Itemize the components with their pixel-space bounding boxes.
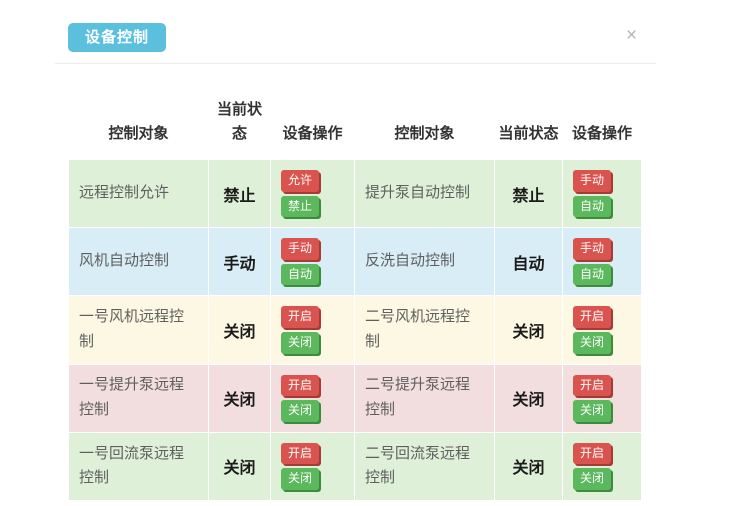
action-button-red[interactable]: 开启 — [573, 374, 612, 397]
control-object-label: 反洗自动控制 — [354, 227, 495, 297]
device-operation-cell: 手动 自动 — [270, 227, 355, 297]
action-button-red[interactable]: 手动 — [573, 170, 612, 192]
table-row: 风机自动控制 手动 手动 自动 反洗自动控制 自动 手动 自动 — [68, 227, 642, 297]
control-object-label: 一号回流泵远程控制 — [68, 431, 209, 501]
column-header: 当前状态 — [494, 66, 563, 160]
action-button-red[interactable]: 开启 — [281, 442, 320, 465]
current-status-value: 关闭 — [208, 363, 271, 433]
column-header: 设备操作 — [562, 66, 642, 160]
device-operation-cell: 开启 关闭 — [270, 363, 355, 433]
table-header-row: 控制对象 当前状态 设备操作 控制对象 当前状态 设备操作 — [68, 66, 642, 160]
action-button-red[interactable]: 手动 — [573, 238, 612, 260]
column-header: 当前状态 — [208, 66, 271, 160]
device-operation-cell: 开启 关闭 — [562, 295, 642, 365]
table-body: 远程控制允许 禁止 允许 禁止 提升泵自动控制 禁止 手动 自动 风机自动控制 手动 手动 自动 反洗自… — [68, 158, 642, 501]
action-button-green[interactable]: 关闭 — [281, 331, 320, 354]
current-status-value: 关闭 — [494, 431, 563, 501]
column-header: 设备操作 — [270, 66, 355, 160]
device-operation-cell: 手动 自动 — [562, 227, 642, 297]
device-operation-cell: 开启 关闭 — [270, 431, 355, 501]
current-status-value: 关闭 — [494, 295, 563, 365]
table-row: 一号提升泵远程控制 关闭 开启 关闭 二号提升泵远程控制 关闭 开启 关闭 — [68, 363, 642, 433]
action-button-red[interactable]: 开启 — [281, 306, 320, 328]
action-button-green[interactable]: 关闭 — [573, 331, 612, 354]
table-row: 一号回流泵远程控制 关闭 开启 关闭 二号回流泵远程控制 关闭 开启 关闭 — [68, 431, 642, 501]
control-object-label: 提升泵自动控制 — [354, 158, 495, 229]
current-status-value: 关闭 — [494, 363, 563, 433]
action-button-red[interactable]: 开启 — [573, 442, 612, 465]
action-button-red[interactable]: 手动 — [281, 238, 320, 260]
action-button-red[interactable]: 开启 — [573, 306, 612, 328]
action-button-green[interactable]: 关闭 — [281, 468, 320, 490]
device-operation-cell: 手动 自动 — [562, 158, 642, 229]
header-divider — [55, 63, 656, 64]
close-icon[interactable]: × — [626, 25, 638, 46]
action-button-green[interactable]: 自动 — [281, 263, 320, 286]
device-operation-cell: 开启 关闭 — [562, 431, 642, 501]
device-operation-cell: 开启 关闭 — [270, 295, 355, 365]
column-header: 控制对象 — [354, 66, 495, 160]
column-header: 控制对象 — [68, 66, 209, 160]
action-button-green[interactable]: 关闭 — [573, 400, 612, 422]
current-status-value: 自动 — [494, 227, 563, 297]
control-object-label: 二号提升泵远程控制 — [354, 363, 495, 433]
device-operation-cell: 允许 禁止 — [270, 158, 355, 229]
control-object-label: 一号提升泵远程控制 — [68, 363, 209, 433]
action-button-green[interactable]: 禁止 — [281, 195, 320, 218]
action-button-red[interactable]: 开启 — [281, 374, 320, 397]
action-button-red[interactable]: 允许 — [281, 170, 320, 192]
control-object-label: 一号风机远程控制 — [68, 295, 209, 365]
action-button-green[interactable]: 自动 — [573, 263, 612, 286]
device-control-table: 控制对象 当前状态 设备操作 控制对象 当前状态 设备操作 远程控制允许 禁止 允许 禁止 提升泵… — [68, 66, 642, 501]
current-status-value: 禁止 — [494, 158, 563, 229]
control-object-label: 远程控制允许 — [68, 158, 209, 229]
table-row: 远程控制允许 禁止 允许 禁止 提升泵自动控制 禁止 手动 自动 — [68, 158, 642, 229]
table-row: 一号风机远程控制 关闭 开启 关闭 二号风机远程控制 关闭 开启 关闭 — [68, 295, 642, 365]
control-object-label: 二号回流泵远程控制 — [354, 431, 495, 501]
action-button-green[interactable]: 关闭 — [281, 400, 320, 422]
tab-device-control[interactable]: 设备控制 — [68, 23, 167, 52]
device-operation-cell: 开启 关闭 — [562, 363, 642, 433]
current-status-value: 手动 — [208, 227, 271, 297]
current-status-value: 禁止 — [208, 158, 271, 229]
action-button-green[interactable]: 自动 — [573, 195, 612, 218]
current-status-value: 关闭 — [208, 431, 271, 501]
action-button-green[interactable]: 关闭 — [573, 468, 612, 490]
current-status-value: 关闭 — [208, 295, 271, 365]
control-object-label: 风机自动控制 — [68, 227, 209, 297]
control-object-label: 二号风机远程控制 — [354, 295, 495, 365]
